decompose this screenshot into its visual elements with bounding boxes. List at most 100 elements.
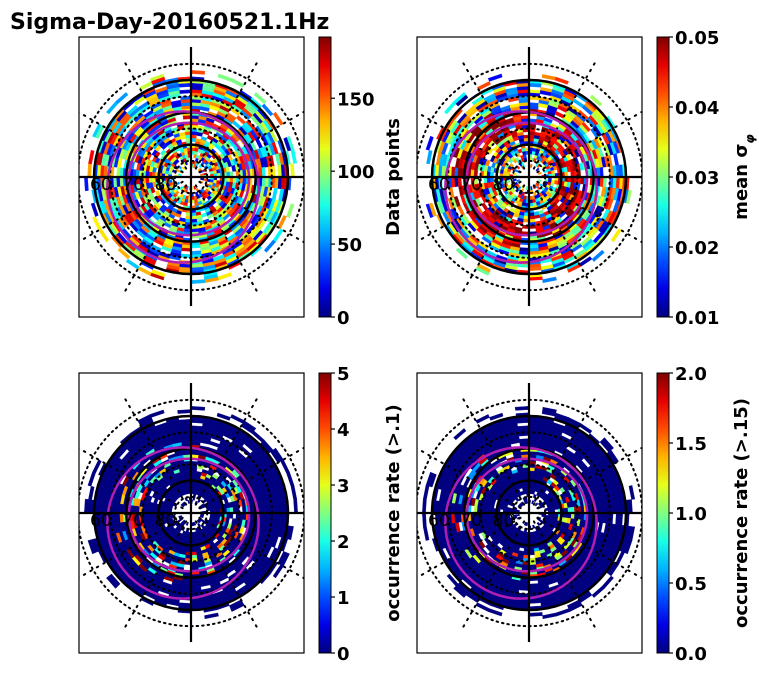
colorbar-tick-label: 0.01 — [675, 308, 719, 329]
heatmap-cell — [290, 163, 295, 178]
heatmap-cell — [487, 73, 503, 82]
heatmap-cell — [179, 217, 186, 223]
heatmap-cell — [286, 203, 295, 219]
heatmap-cell — [115, 92, 129, 105]
dotted-radial-line — [194, 184, 259, 293]
colorbar-tick-label: 2 — [337, 532, 350, 553]
heatmap-cell — [525, 499, 528, 504]
auroral-oval-contour-1 — [106, 446, 260, 600]
heatmap-cell — [453, 428, 467, 441]
dotted-radial-line — [417, 516, 522, 579]
colorbar-tick-label: 1 — [337, 588, 350, 609]
heatmap-cell — [185, 521, 189, 526]
latitude-label-80: 80 — [155, 175, 177, 195]
heatmap-cell — [196, 519, 201, 524]
dotted-radial-line — [417, 447, 522, 510]
heatmap-cell — [422, 512, 427, 528]
heatmap-cell — [217, 272, 233, 281]
heatmap-cell — [125, 258, 140, 270]
heatmap-cell — [193, 185, 197, 190]
heatmap-cell — [261, 103, 274, 117]
colorbar-gradient — [318, 372, 332, 654]
colorbar-tick-label: 3 — [337, 476, 350, 497]
heatmap-cell — [190, 406, 206, 411]
heatmap-cell — [147, 495, 153, 503]
heatmap-cell — [190, 70, 206, 75]
heatmap-cell — [271, 187, 278, 200]
colorbar-tick-label: 100 — [337, 162, 375, 183]
heatmap-cell — [532, 524, 536, 529]
auroral-oval-contour-2 — [127, 121, 251, 237]
heatmap-cell — [498, 455, 507, 463]
heatmap-cell — [537, 171, 542, 175]
polar-plot-area: 60 70 80 — [79, 383, 304, 642]
colorbar-tick-label: 5 — [337, 364, 350, 385]
heatmap-cell — [425, 135, 434, 151]
heatmap-cell — [578, 423, 593, 434]
axes-frame — [78, 36, 305, 318]
heatmap-cell — [597, 522, 603, 533]
heatmap-cell — [541, 514, 546, 518]
heatmap-cell — [542, 612, 557, 620]
axes-frame — [78, 372, 305, 654]
heatmap-cell — [283, 137, 292, 152]
heatmap-cell — [277, 215, 287, 230]
dotted-radial-line — [417, 111, 522, 174]
heatmap-cell — [181, 519, 186, 524]
auroral-oval-contour-2 — [465, 457, 589, 573]
colorbar-tick-label: 0.0 — [675, 644, 707, 665]
heatmap-cell — [187, 499, 190, 504]
heatmap-cell — [174, 158, 180, 164]
heatmap-cell — [277, 551, 287, 566]
heatmap-cell — [177, 173, 182, 176]
heatmap-cell — [554, 76, 569, 85]
heatmap-cell — [160, 204, 168, 211]
colorbar-tick-label: 2.0 — [675, 364, 707, 385]
heatmap-cell — [200, 178, 205, 181]
heatmap-cell — [512, 178, 517, 182]
colorbar-tick-label: 0.05 — [675, 28, 719, 49]
axes-frame — [416, 372, 643, 654]
heatmap-cell — [229, 106, 241, 116]
heatmap-cell — [628, 485, 636, 500]
colorbar-gradient — [656, 36, 670, 318]
heatmap-cell — [200, 212, 208, 218]
heatmap-cell — [290, 485, 298, 500]
dotted-radial-line — [417, 180, 522, 243]
colorbar-tick-label: 0.02 — [675, 238, 719, 259]
heatmap-cell — [179, 89, 192, 94]
heatmap-cell — [178, 602, 192, 607]
heatmap-cell — [455, 247, 469, 260]
heatmap-cell — [204, 612, 219, 620]
heatmap-cell — [196, 464, 204, 470]
colorbar-tick-label: 0.03 — [675, 168, 719, 189]
latitude-label-70: 70 — [122, 175, 144, 195]
latitude-label-60: 60 — [90, 511, 112, 531]
heatmap-cell — [541, 74, 557, 81]
heatmap-cell — [106, 101, 119, 115]
heatmap-cell — [230, 78, 245, 88]
heatmap-cell — [149, 409, 165, 418]
heatmap-cell — [88, 149, 95, 165]
heatmap-cell — [168, 179, 173, 184]
heatmap-cell — [422, 485, 430, 500]
heatmap-cell — [542, 276, 557, 284]
heatmap-cell — [589, 94, 603, 107]
heatmap-cell — [182, 115, 192, 120]
auroral-oval-contour-2 — [127, 457, 251, 573]
heatmap-cell — [514, 406, 530, 411]
heatmap-cell — [196, 131, 203, 137]
heatmap-cell — [475, 414, 490, 424]
heatmap-cell — [197, 498, 202, 504]
heatmap-cell — [528, 83, 542, 88]
heatmap-cell — [543, 169, 548, 174]
heatmap-cell — [87, 471, 96, 487]
heatmap-cell — [487, 608, 503, 617]
heatmap-cell — [194, 527, 199, 532]
heatmap-cell — [199, 515, 204, 519]
latitude-label-60: 60 — [428, 511, 450, 531]
latitude-label-80: 80 — [493, 175, 515, 195]
